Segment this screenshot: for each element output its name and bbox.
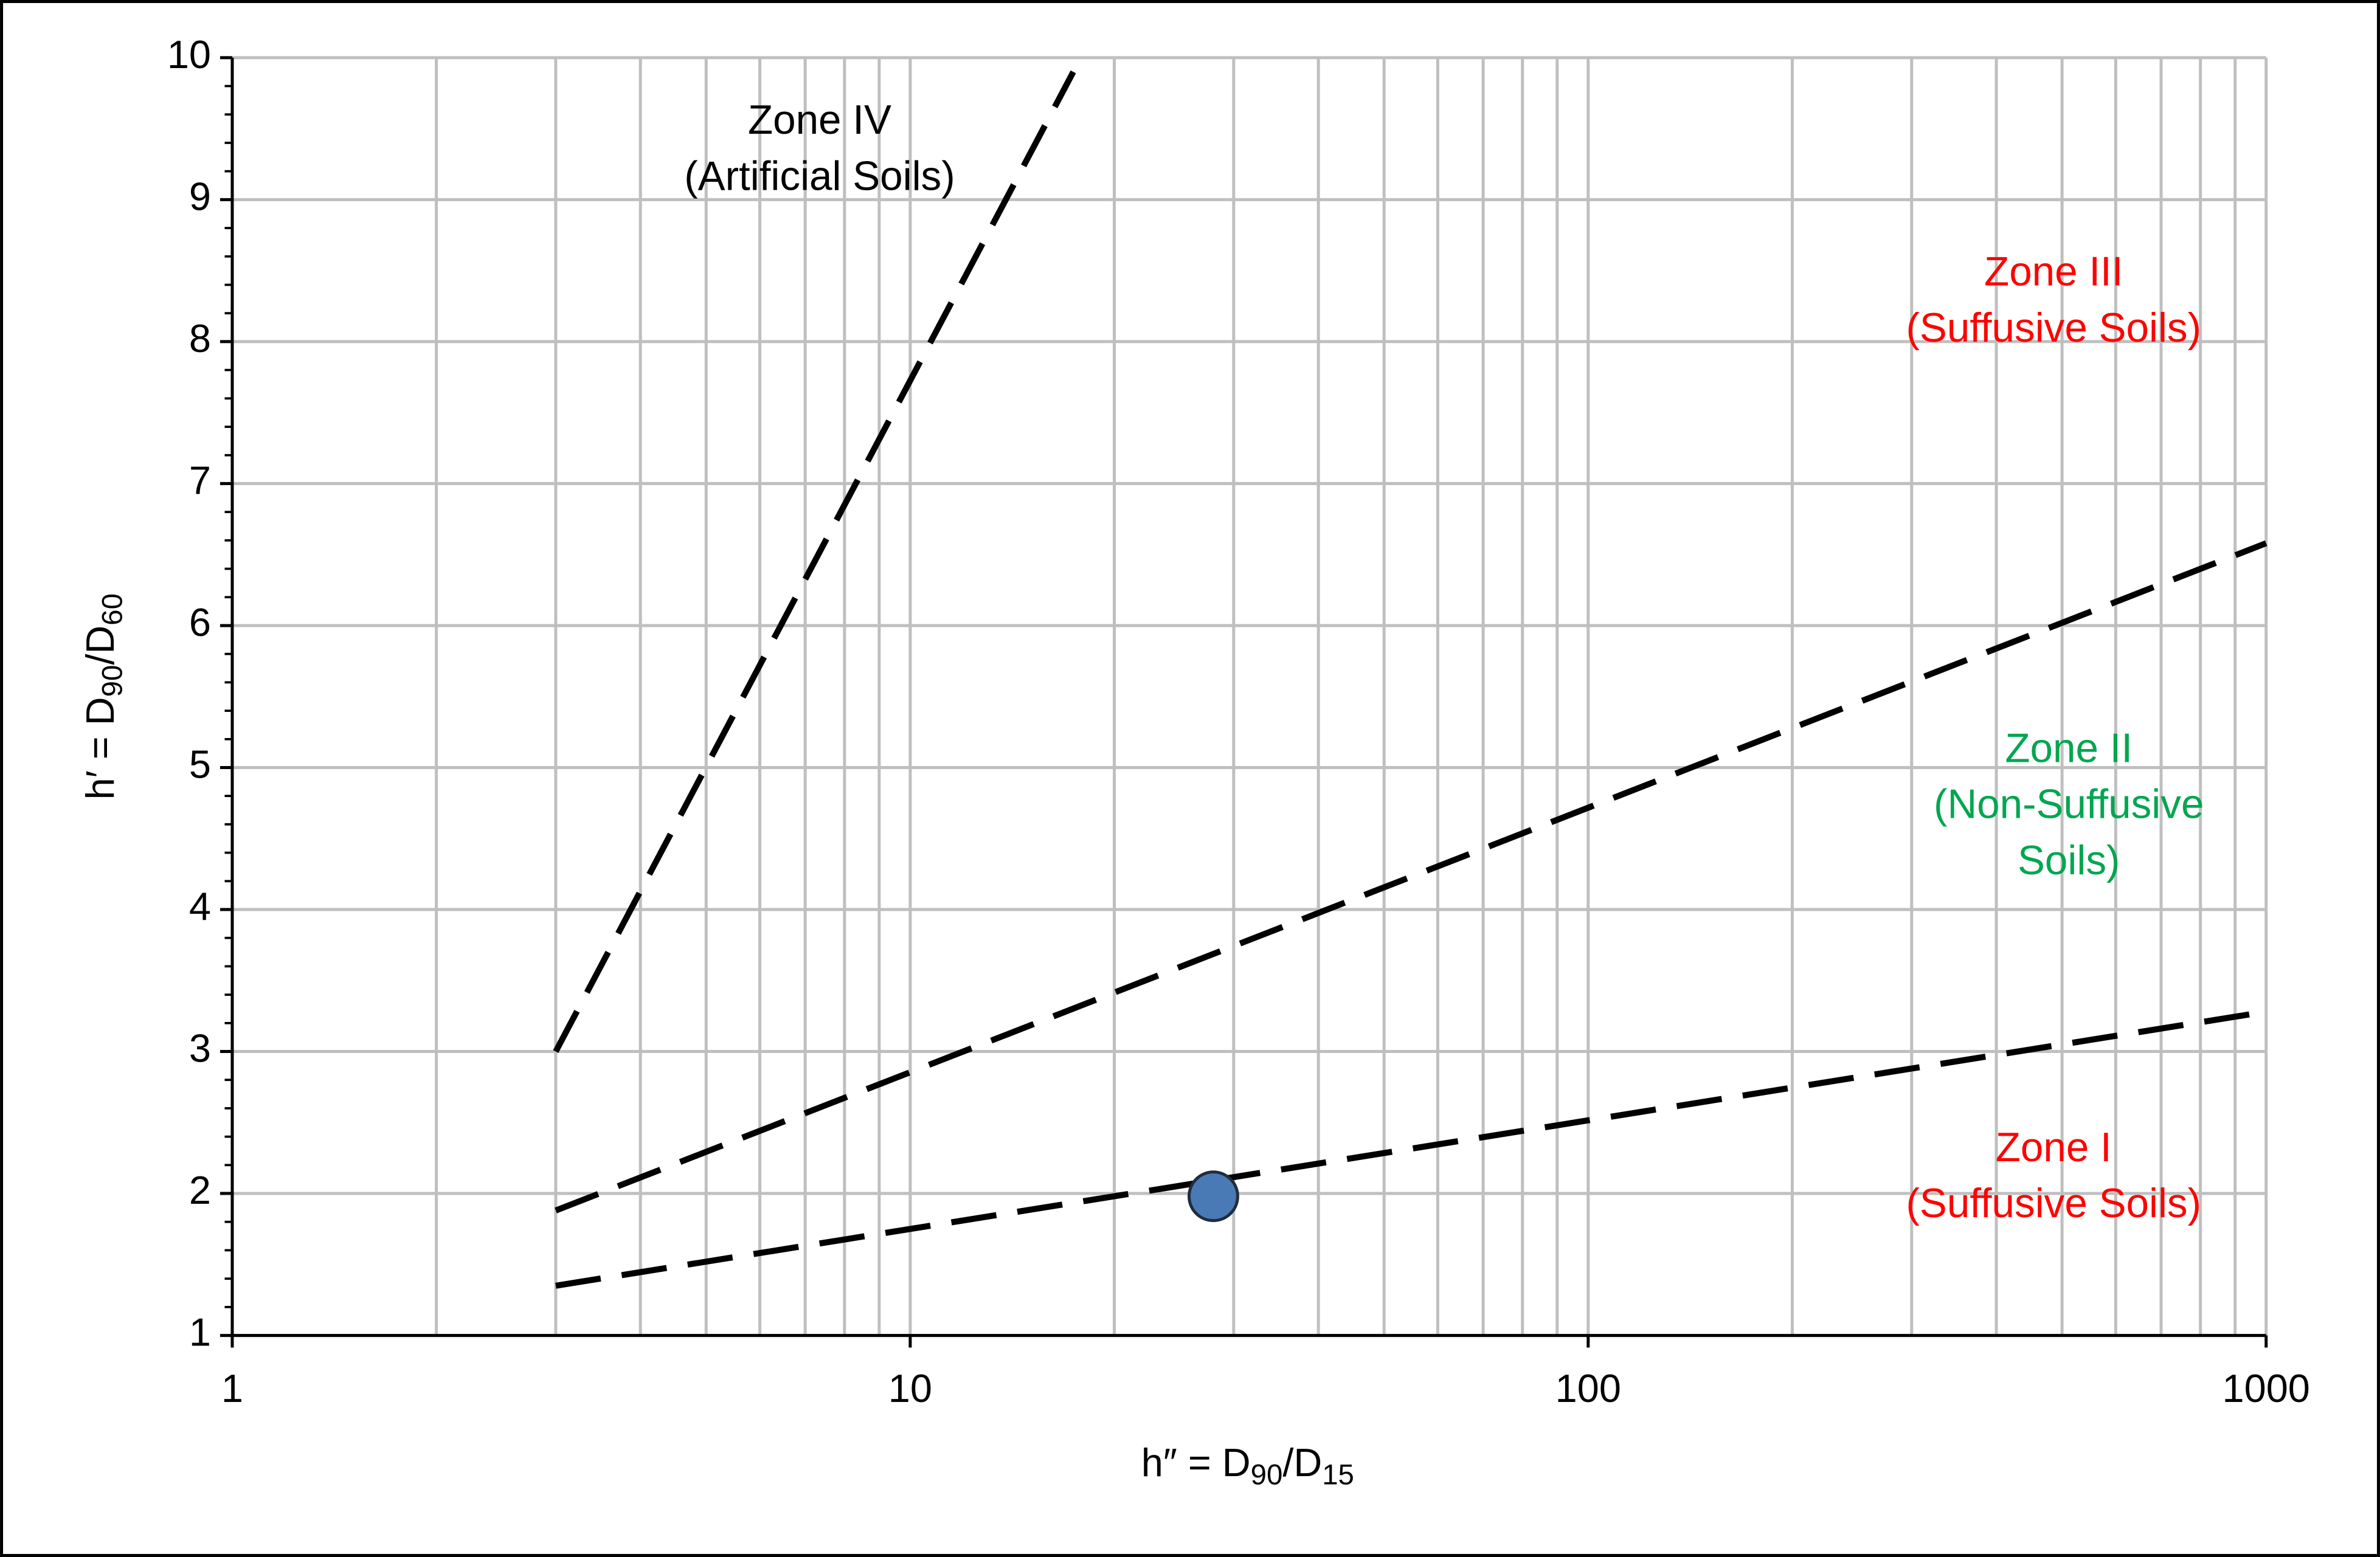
dashed-line: [555, 1009, 2267, 1289]
zone-label: (Suffusive Soils): [1906, 305, 2202, 351]
y-tick-label: 5: [189, 742, 211, 787]
label-text: /D: [78, 626, 122, 665]
zone-label: Zone II: [2005, 725, 2133, 771]
y-tick-label: 2: [189, 1168, 211, 1212]
y-tick-label: 7: [189, 458, 211, 503]
label-text: h′ = D: [78, 697, 122, 799]
y-tick-label: 4: [189, 884, 211, 928]
zone-label: Soils): [2018, 838, 2120, 883]
x-axis-label: h″ = D90/D15: [1141, 1440, 1354, 1491]
x-tick-label: 100: [1555, 1366, 1621, 1410]
label-text: h″ = D: [1141, 1440, 1251, 1485]
zone-label: Zone I: [1996, 1125, 2112, 1170]
zone-label: (Artificial Soils): [684, 153, 955, 199]
subscript: 90: [1251, 1459, 1283, 1491]
zone-label: (Non-Suffusive: [1934, 782, 2204, 827]
y-tick-label: 9: [189, 174, 211, 219]
y-tick-label: 1: [189, 1310, 211, 1355]
y-tick-label: 10: [167, 32, 211, 77]
dashed-line: [555, 540, 2268, 1213]
subscript: 90: [96, 665, 128, 697]
y-tick-label: 6: [189, 600, 211, 644]
subscript: 15: [1322, 1459, 1354, 1491]
x-tick-label: 1000: [2223, 1366, 2310, 1410]
y-axis-label: h′ = D90/D60: [78, 593, 128, 799]
zone-label: Zone IV: [748, 97, 891, 143]
dashed-line: [553, 70, 1076, 1053]
y-tick-label: 8: [189, 316, 211, 361]
subscript: 60: [96, 593, 128, 626]
data-point: [1187, 1170, 1239, 1223]
zone-label: (Suffusive Soils): [1906, 1181, 2202, 1226]
x-tick-label: 10: [888, 1366, 932, 1410]
y-tick-label: 3: [189, 1026, 211, 1071]
zone-label: Zone III: [1984, 249, 2123, 295]
label-text: /D: [1282, 1440, 1322, 1485]
x-tick-label: 1: [221, 1366, 243, 1410]
